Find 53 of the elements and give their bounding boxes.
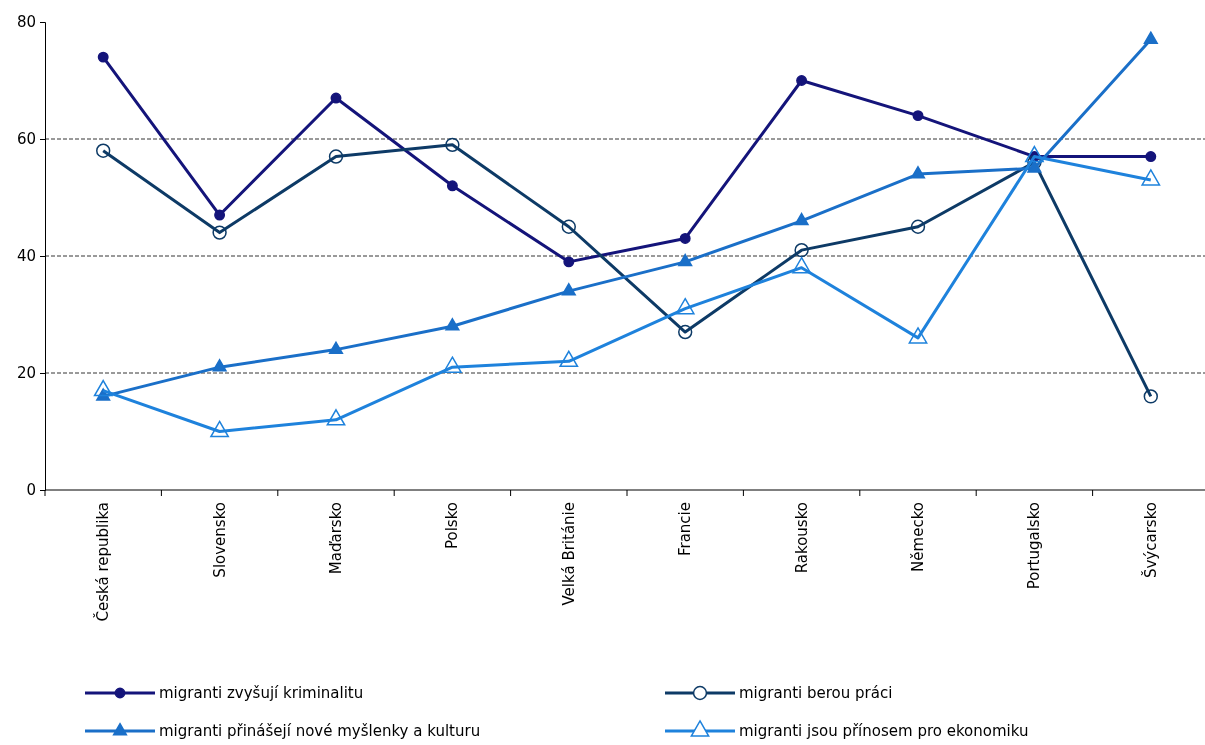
x-tick-label: Slovensko — [210, 502, 229, 578]
y-tick-label: 0 — [26, 481, 36, 500]
point — [212, 359, 227, 372]
point — [214, 209, 226, 221]
point — [796, 75, 808, 86]
point — [910, 219, 926, 234]
y-tick-label: 20 — [16, 364, 36, 383]
y-tick-label: 60 — [16, 130, 36, 149]
point — [910, 166, 926, 179]
point — [93, 379, 113, 397]
x-tick-label: Rakousko — [792, 502, 811, 574]
legend-label: migranti zvyšují kriminalitu — [159, 684, 364, 702]
point — [563, 256, 575, 268]
point — [561, 283, 576, 296]
point — [678, 253, 693, 267]
point — [1145, 151, 1157, 163]
y-tick-label: 80 — [16, 13, 36, 32]
point — [794, 212, 809, 226]
point — [794, 242, 809, 258]
y-tick-label: 40 — [16, 247, 36, 266]
x-tick-label: Polsko — [443, 502, 462, 549]
x-tick-label: Německo — [909, 502, 927, 572]
x-tick-label: Velká Británie — [559, 502, 578, 606]
legend-label: migranti přinášejí nové myšlenky a kulturu — [159, 722, 481, 740]
point — [445, 137, 460, 153]
legend-label: migranti berou práci — [739, 684, 893, 702]
point — [908, 327, 928, 344]
point — [210, 420, 230, 438]
x-tick-label: Česká republika — [93, 502, 113, 622]
point — [330, 92, 342, 104]
point — [328, 149, 344, 164]
point — [559, 350, 579, 368]
point — [328, 341, 344, 355]
point — [96, 143, 111, 158]
point — [446, 180, 458, 192]
point — [1141, 169, 1161, 186]
point — [445, 318, 460, 331]
point — [679, 232, 691, 244]
x-tick-label: Francie — [676, 502, 695, 557]
point — [561, 219, 576, 234]
x-tick-label: Portugalsko — [1025, 502, 1044, 590]
point — [97, 51, 109, 63]
point — [212, 225, 227, 240]
point — [675, 297, 695, 315]
point — [326, 409, 346, 426]
point — [442, 356, 462, 373]
point — [678, 324, 693, 340]
point — [792, 256, 812, 274]
point — [1027, 160, 1042, 173]
point — [912, 110, 924, 122]
legend-label: migranti jsou přínosem pro ekonomiku — [739, 722, 1029, 740]
x-tick-label: Maďarsko — [327, 502, 345, 575]
x-tick-label: Švýcarsko — [1140, 502, 1160, 579]
